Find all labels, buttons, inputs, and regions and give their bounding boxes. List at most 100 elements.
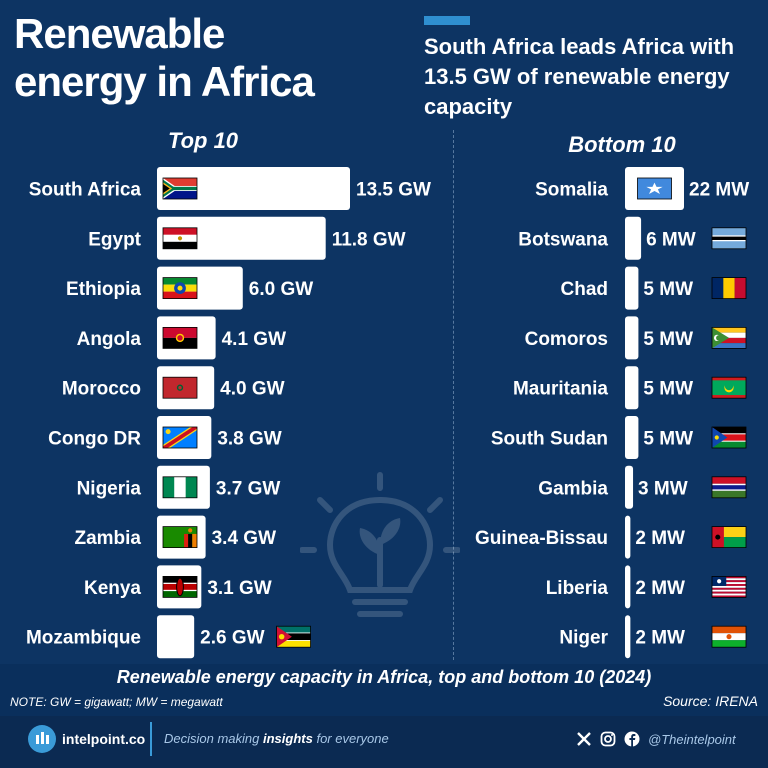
bottom10-category-label: Botswana: [518, 229, 608, 250]
top10-value-label: 3.8 GW: [217, 429, 281, 450]
bottom10-category-label: South Sudan: [491, 429, 608, 450]
flag-guinea-bissau-icon: [711, 526, 747, 548]
title-line-2: energy in Africa: [14, 58, 315, 105]
top10-value-label: 3.4 GW: [212, 528, 276, 549]
flag-congo-dr-icon: [162, 426, 198, 449]
bar-charts: Top 10 Bottom 10 South Africa 13.5 GW Egyp…: [26, 128, 749, 659]
social-handle[interactable]: @Theintelpoint: [648, 731, 736, 747]
bottom10-bar: [625, 515, 631, 559]
caption-band: [0, 664, 768, 716]
top10-category-label: Ethiopia: [66, 279, 141, 300]
tagline: Decision making insights for everyone: [164, 731, 389, 746]
bottom10-bars: Somalia 22 MW Botswana 6 MW Chad 5 MW Comoros 5…: [475, 167, 749, 659]
top10-category-label: Egypt: [88, 229, 141, 250]
bottom10-category-label: Liberia: [546, 578, 609, 599]
top10-value-label: 2.6 GW: [200, 628, 264, 649]
source-label: Source: IRENA: [663, 693, 758, 709]
subtitle: South Africa leads Africa with 13.5 GW o…: [424, 34, 735, 119]
top10-value-label: 3.7 GW: [216, 478, 280, 499]
bottom10-bar: [625, 565, 631, 609]
top10-bars: South Africa 13.5 GW Egypt 11.8 GW Ethiopia 6…: [26, 167, 431, 659]
bottom10-bar: [625, 366, 639, 410]
bottom10-value-label: 2 MW: [635, 628, 685, 649]
flag-ethiopia-icon: [162, 277, 198, 300]
bottom10-category-label: Comoros: [525, 329, 608, 350]
top10-value-label: 6.0 GW: [249, 279, 313, 300]
bottom10-value-label: 5 MW: [643, 279, 693, 300]
top10-category-label: Mozambique: [26, 628, 141, 649]
top10-value-label: 3.1 GW: [207, 578, 271, 599]
flag-kenya-icon: [162, 576, 198, 598]
bottom10-bar: [625, 465, 634, 509]
top10-category-label: South Africa: [29, 180, 142, 201]
flag-mozambique-icon: [276, 625, 311, 648]
tagline-post: for everyone: [312, 731, 389, 746]
bottom10-category-label: Mauritania: [513, 379, 608, 400]
top10-category-label: Morocco: [62, 379, 141, 400]
x-icon[interactable]: [576, 731, 592, 747]
instagram-icon[interactable]: [600, 731, 616, 747]
chart-caption: Renewable energy capacity in Africa, top…: [116, 667, 652, 687]
social-links: @Theintelpoint: [576, 731, 736, 747]
intelpoint-logo-icon: [28, 725, 56, 753]
flag-chad-icon: [711, 277, 747, 300]
bottom10-value-label: 6 MW: [646, 229, 696, 250]
flag-somalia-icon: [637, 177, 672, 200]
bottom10-value-label: 5 MW: [643, 429, 693, 450]
flag-zambia-icon: [162, 526, 198, 548]
title-line-1: Renewable: [14, 10, 225, 57]
flag-south-africa-icon: [162, 177, 198, 200]
flag-nigeria-icon: [162, 476, 198, 499]
bottom10-bar: [625, 216, 642, 260]
bottom10-bar: [625, 416, 639, 459]
top10-category-label: Nigeria: [77, 478, 142, 499]
top10-bar: [157, 216, 326, 260]
units-note: NOTE: GW = gigawatt; MW = megawatt: [10, 695, 223, 709]
tagline-pre: Decision making: [164, 731, 263, 746]
top10-value-label: 11.8 GW: [332, 229, 406, 250]
top10-category-label: Zambia: [74, 528, 141, 549]
flag-comoros-icon: [711, 326, 747, 349]
bottom10-bar: [625, 266, 639, 310]
top10-category-label: Congo DR: [48, 429, 141, 450]
top10-category-label: Angola: [77, 329, 142, 350]
top10-value-label: 13.5 GW: [356, 180, 431, 201]
top10-bar: [157, 167, 350, 210]
tagline-bold: insights: [263, 731, 313, 746]
flag-liberia-icon: [711, 576, 747, 598]
flag-gambia-icon: [711, 476, 747, 499]
flag-south-sudan-icon: [711, 426, 747, 449]
page-title: Renewable energy in Africa: [14, 10, 315, 106]
brand-name[interactable]: intelpoint.co: [62, 731, 146, 747]
bottom10-value-label: 22 MW: [689, 180, 749, 201]
flag-mauritania-icon: [711, 376, 747, 399]
bottom10-category-label: Chad: [561, 279, 609, 300]
bottom10-value-label: 5 MW: [643, 329, 693, 350]
bottom10-value-label: 2 MW: [635, 578, 685, 599]
bottom10-category-label: Niger: [559, 628, 608, 649]
flag-egypt-icon: [162, 227, 198, 250]
facebook-icon[interactable]: [624, 731, 640, 747]
flag-botswana-icon: [711, 227, 747, 250]
lightbulb-plant-icon: [300, 472, 460, 617]
bottom10-value-label: 5 MW: [643, 379, 693, 400]
column-divider: [453, 130, 454, 660]
flag-niger-icon: [711, 625, 747, 648]
flag-angola-icon: [162, 326, 198, 349]
top10-title: Top 10: [168, 128, 239, 153]
bottom10-bar: [625, 615, 631, 659]
top10-value-label: 4.0 GW: [220, 379, 284, 400]
bottom10-category-label: Somalia: [535, 180, 608, 201]
bottom10-title: Bottom 10: [568, 132, 676, 157]
top10-category-label: Kenya: [84, 578, 141, 599]
footer: [0, 716, 768, 768]
flag-morocco-icon: [162, 376, 198, 399]
top10-bar: [157, 615, 195, 659]
bottom10-category-label: Guinea-Bissau: [475, 528, 608, 549]
bottom10-bar: [625, 316, 639, 360]
subtitle-accent-bar: [424, 16, 470, 25]
bottom10-value-label: 3 MW: [638, 478, 688, 499]
bottom10-value-label: 2 MW: [635, 528, 685, 549]
bottom10-category-label: Gambia: [538, 478, 608, 499]
top10-value-label: 4.1 GW: [222, 329, 286, 350]
